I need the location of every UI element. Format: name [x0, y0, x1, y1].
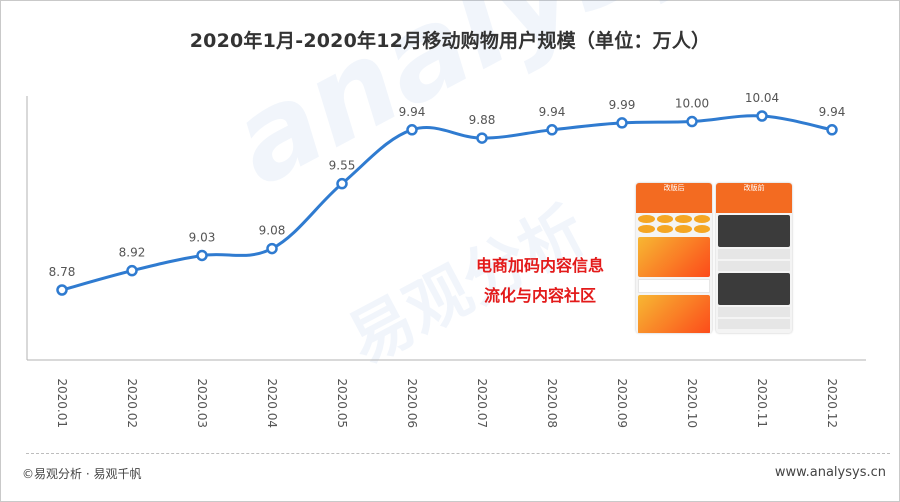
- x-tick-2020.12: 2020.12: [825, 378, 839, 428]
- x-tick-2020.11: 2020.11: [755, 378, 769, 428]
- annotation-line-2: 流化与内容社区: [483, 286, 596, 305]
- data-point-2020.09: [616, 117, 628, 129]
- phone-caption-after: 改版后: [636, 183, 712, 213]
- data-label-2020.01: 8.78: [49, 265, 76, 279]
- footer-copyright: ©易观分析 · 易观千帆: [22, 467, 142, 481]
- phone-row: [638, 279, 710, 293]
- data-label-2020.07: 9.88: [469, 113, 496, 127]
- data-point-2020.08: [546, 124, 558, 136]
- data-point-2020.12: [826, 124, 838, 136]
- data-point-2020.04: [266, 242, 278, 255]
- footer-divider: [26, 453, 890, 454]
- x-tick-2020.01: 2020.01: [55, 378, 69, 428]
- data-point-2020.05: [336, 177, 348, 190]
- data-label-2020.04: 9.08: [259, 224, 286, 238]
- data-label-2020.09: 9.99: [609, 98, 636, 112]
- data-label-2020.11: 10.04: [745, 91, 779, 105]
- data-label-2020.02: 8.92: [119, 246, 146, 260]
- phone-before-redesign: 改版前: [716, 183, 792, 333]
- data-point-2020.01: [56, 284, 68, 296]
- phone-food-image: [638, 295, 710, 333]
- x-tick-2020.09: 2020.09: [615, 378, 629, 428]
- phone-after-redesign: 改版后: [636, 183, 712, 333]
- phone-product-image: [718, 273, 790, 305]
- x-tick-2020.02: 2020.02: [125, 378, 139, 428]
- phone-list-row: [718, 249, 790, 259]
- data-point-2020.03: [196, 249, 208, 262]
- data-label-2020.03: 9.03: [189, 230, 216, 244]
- data-point-2020.10: [686, 115, 698, 128]
- phone-list-row: [718, 319, 790, 329]
- data-point-2020.07: [476, 132, 488, 144]
- data-label-2020.10: 10.00: [675, 97, 709, 111]
- x-tick-2020.06: 2020.06: [405, 378, 419, 428]
- data-label-2020.12: 9.94: [819, 105, 846, 119]
- x-tick-2020.05: 2020.05: [335, 378, 349, 428]
- data-label-2020.05: 9.55: [329, 159, 356, 173]
- phone-icon-grid: [636, 213, 712, 235]
- phone-caption-before: 改版前: [716, 183, 792, 213]
- phone-list-row: [718, 261, 790, 271]
- phone-banner: [718, 215, 790, 247]
- data-point-2020.06: [406, 124, 418, 136]
- phone-food-image: [638, 237, 710, 277]
- annotation-line-1: 电商加码内容信息: [475, 256, 604, 275]
- data-label-2020.08: 9.94: [539, 105, 566, 119]
- x-tick-2020.03: 2020.03: [195, 378, 209, 428]
- x-tick-2020.08: 2020.08: [545, 378, 559, 428]
- data-point-2020.02: [126, 264, 138, 277]
- app-screenshots: 改版后 改版前: [636, 183, 792, 335]
- data-label-2020.06: 9.94: [399, 105, 426, 119]
- footer-url: www.analysys.cn: [774, 465, 886, 480]
- chart-title: 2020年1月-2020年12月移动购物用户规模（单位：万人）: [189, 30, 711, 52]
- x-tick-2020.10: 2020.10: [685, 378, 699, 428]
- data-point-2020.11: [756, 110, 768, 122]
- phone-list-row: [718, 307, 790, 317]
- x-tick-2020.04: 2020.04: [265, 378, 279, 428]
- x-tick-2020.07: 2020.07: [475, 378, 489, 428]
